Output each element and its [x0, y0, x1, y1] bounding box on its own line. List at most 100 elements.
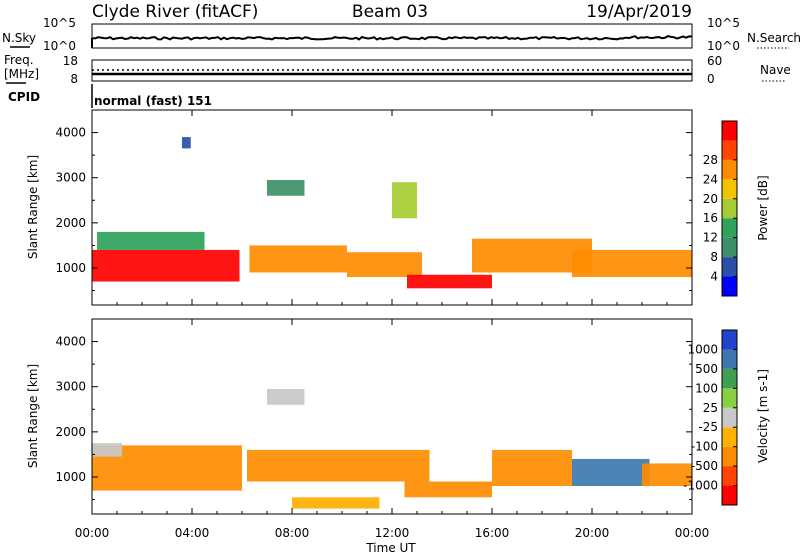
colorbar-tick-label: 500: [695, 362, 718, 376]
velocity-region-6: [92, 443, 122, 457]
freq-label-2: [MHz]: [4, 67, 39, 81]
power-region-3: [347, 252, 422, 278]
freq-left-tick-bottom: 8: [70, 72, 78, 86]
date-title: 19/Apr/2019: [586, 2, 692, 22]
noise-panel: N.Sky 10^5 10^0 10^5 10^0 N.Search: [2, 16, 800, 53]
beam-title: Beam 03: [352, 2, 428, 22]
time-axis: 00:00 04:00 08:00 12:00 16:00 20:00 00:00: [75, 110, 710, 540]
colorbar-swatch: [722, 276, 737, 296]
colorbar-swatch: [722, 159, 737, 180]
station-title: Clyde River (fitACF): [92, 2, 258, 22]
colorbar-swatch: [722, 330, 737, 350]
colorbar-swatch: [722, 485, 737, 505]
power-y-axis: 1000 2000 3000 4000: [55, 126, 692, 292]
colorbar-tick-label: 24: [703, 172, 718, 186]
colorbar-tick-label: 100: [695, 381, 718, 395]
velocity-panel: 1000 2000 3000 4000 Slant Range [km] 1000 50…: [26, 318, 770, 515]
noise-right-tick-bottom: 10^0: [707, 39, 740, 53]
cpid-label: CPID: [8, 90, 40, 104]
colorbar-tick-label: 1000: [687, 342, 718, 356]
x-tick-label: 12:00: [375, 526, 410, 540]
time-axis-label: Time UT: [365, 541, 416, 554]
power-colorbar-label: Power [dB]: [756, 175, 770, 240]
colorbar-tick-label: -100: [691, 440, 718, 454]
colorbar-swatch: [722, 388, 737, 408]
velocity-region-3: [492, 449, 572, 487]
power-region-0: [92, 249, 240, 282]
y-tick-label: 1000: [55, 470, 86, 484]
x-tick-label: 00:00: [75, 526, 110, 540]
x-tick-label: 20:00: [575, 526, 610, 540]
power-region-4: [407, 274, 492, 289]
colorbar-swatch: [722, 427, 737, 447]
velocity-region-8: [267, 388, 305, 405]
colorbar-swatch: [722, 179, 737, 199]
velocity-colorbar: 1000 500 100 25 -25 -100 -500 -1000: [683, 329, 738, 506]
colorbar-swatch: [722, 257, 737, 277]
x-tick-label: 04:00: [175, 526, 210, 540]
colorbar-frame: [721, 120, 738, 297]
power-region-9: [392, 182, 417, 219]
power-region-6: [572, 249, 692, 278]
colorbar-swatch: [722, 349, 737, 369]
y-tick-label: 2000: [55, 425, 86, 439]
velocity-region-5: [642, 463, 692, 487]
colorbar-tick-label: 8: [710, 250, 718, 264]
colorbar-swatch: [722, 198, 737, 219]
velocity-region-4: [572, 458, 650, 487]
noise-left-tick-bottom: 10^0: [43, 39, 76, 53]
y-tick-label: 3000: [55, 380, 86, 394]
colorbar-tick-label: 25: [703, 401, 718, 415]
velocity-region-1: [247, 449, 430, 482]
colorbar-tick-label: -500: [691, 459, 718, 473]
colorbar-tick-label: 28: [703, 153, 718, 167]
colorbar-swatch: [722, 466, 737, 486]
nave-right-tick-bottom: 0: [707, 72, 715, 86]
y-tick-label: 4000: [55, 335, 86, 349]
y-tick-label: 1000: [55, 261, 86, 275]
power-region-2: [249, 245, 347, 273]
power-data: [92, 137, 692, 289]
power-region-8: [182, 137, 191, 149]
frequency-panel: Freq. [MHz] 18 8 60 0 Nave: [4, 53, 791, 86]
y-tick-label: 3000: [55, 171, 86, 185]
y-tick-label: 2000: [55, 216, 86, 230]
power-colorbar: 4 8 12 16 20 24 28: [703, 120, 738, 297]
nsearch-label: N.Search: [747, 31, 800, 45]
velocity-y-axis: 1000 2000 3000 4000: [55, 335, 692, 501]
colorbar-tick-label: -25: [698, 420, 718, 434]
velocity-data: [92, 388, 692, 509]
colorbar-swatch: [722, 407, 737, 428]
power-region-1: [97, 231, 205, 250]
noise-line: [91, 35, 693, 41]
velocity-region-7: [292, 497, 380, 509]
nsky-label: N.Sky: [2, 31, 36, 45]
colorbar-swatch: [722, 446, 737, 467]
colorbar-tick-label: 20: [703, 192, 718, 206]
x-tick-label: 08:00: [275, 526, 310, 540]
colorbar-swatch: [722, 140, 737, 160]
colorbar-swatch: [722, 218, 737, 238]
velocity-region-2: [404, 481, 492, 498]
power-ylabel: Slant Range [km]: [26, 155, 40, 259]
freq-label-1: Freq.: [4, 53, 34, 67]
colorbar-swatch: [722, 237, 737, 258]
nave-right-tick-top: 60: [707, 54, 722, 68]
x-tick-label: 16:00: [475, 526, 510, 540]
noise-right-tick-top: 10^5: [707, 16, 740, 30]
colorbar-swatch: [722, 368, 737, 389]
noise-left-tick-top: 10^5: [43, 16, 76, 30]
colorbar-tick-label: 16: [703, 211, 718, 225]
velocity-colorbar-label: Velocity [m s-1]: [756, 369, 770, 463]
x-tick-label: 00:00: [675, 526, 710, 540]
freq-left-tick-top: 18: [63, 54, 78, 68]
cpid-text: normal (fast) 151: [94, 94, 212, 108]
power-region-7: [267, 179, 305, 196]
nave-label: Nave: [760, 63, 791, 77]
colorbar-swatch: [722, 121, 737, 141]
colorbar-tick-label: 12: [703, 231, 718, 245]
colorbar-tick-label: 4: [710, 270, 718, 284]
colorbar-tick-label: -1000: [683, 479, 718, 493]
velocity-ylabel: Slant Range [km]: [26, 364, 40, 468]
